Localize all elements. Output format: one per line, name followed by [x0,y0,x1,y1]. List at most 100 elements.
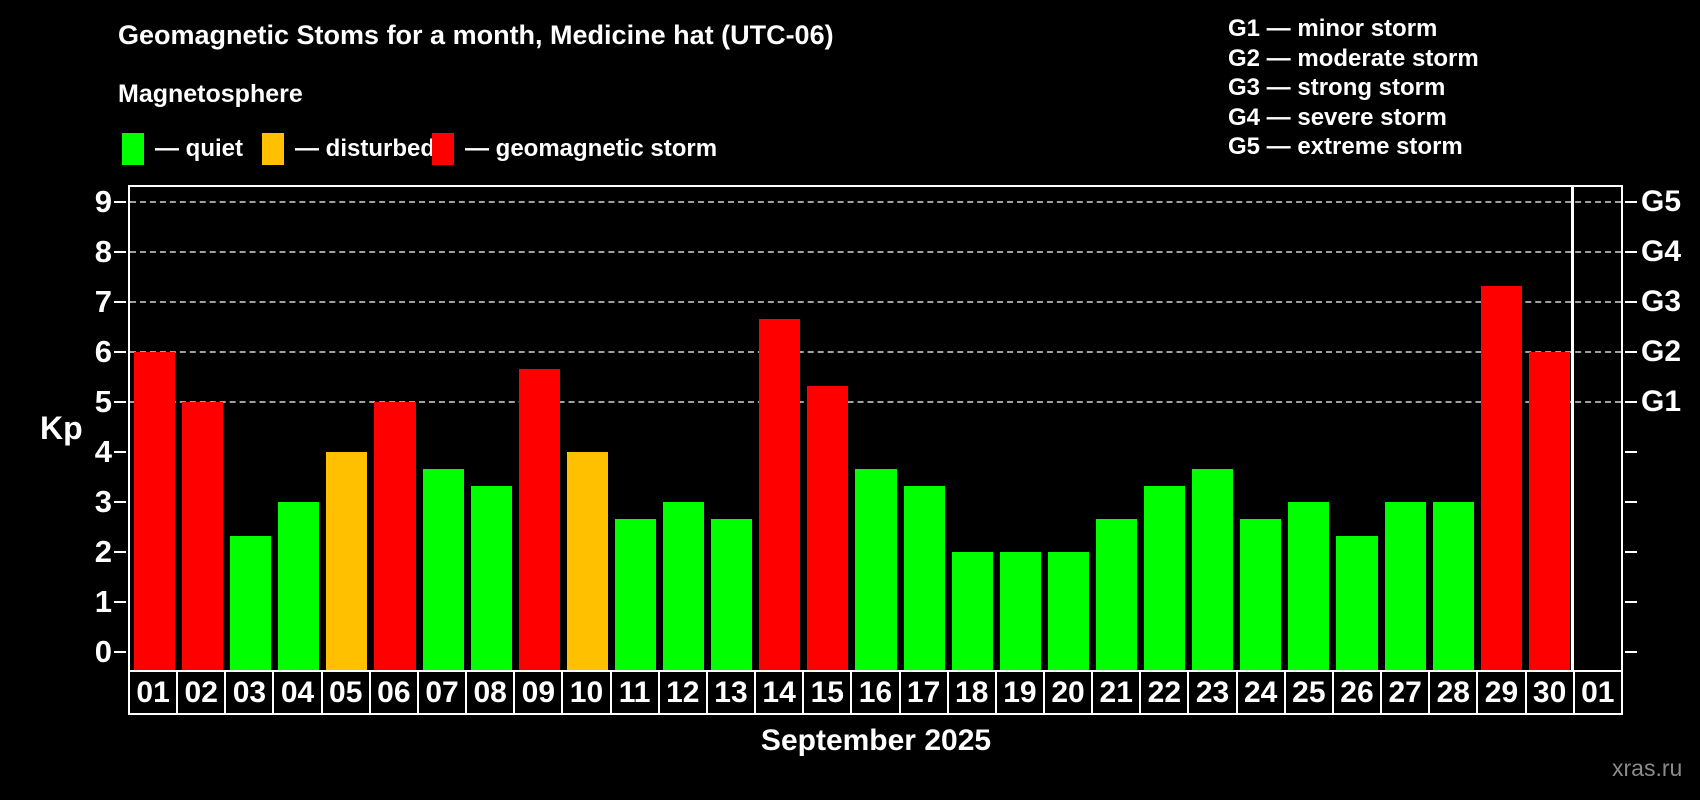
gridline-kp-7 [130,301,1621,303]
bar-day-03 [230,535,272,670]
bar-day-15 [807,385,849,670]
bar-day-09 [518,368,560,670]
left-tick-kp-8 [114,251,126,253]
legend-item-disturbed: — disturbed [262,133,435,165]
bar-day-29 [1480,285,1522,670]
day-cell-22: 22 [1139,670,1190,715]
day-cell-30: 30 [1524,670,1575,715]
month-caption: September 2025 [760,724,992,757]
bar-day-24 [1240,518,1282,670]
bar-day-28 [1432,502,1474,670]
disturbed-color-swatch [262,133,284,165]
left-tick-kp-6 [114,351,126,353]
bar-day-08 [470,485,512,670]
day-cell-23: 23 [1187,670,1238,715]
right-axis-label-G1: G1 [1641,385,1682,418]
bar-day-22 [1144,485,1186,670]
gridline-kp-8 [130,251,1621,253]
day-cell-15: 15 [802,670,853,715]
bar-day-13 [711,518,753,670]
right-tick-kp-1 [1625,601,1637,603]
storm-color-swatch [432,133,454,165]
y-axis-label-6: 6 [94,334,112,369]
y-axis-label-4: 4 [94,434,112,469]
bar-day-25 [1288,502,1330,670]
day-cell-05: 05 [320,670,371,715]
month-separator-line [1571,187,1575,670]
right-tick-kp-3 [1625,501,1637,503]
day-cell-03: 03 [224,670,275,715]
day-cell-27: 27 [1380,670,1431,715]
y-axis-label-5: 5 [94,384,112,419]
bar-day-16 [855,468,897,670]
day-cell-26: 26 [1331,670,1383,715]
left-tick-kp-1 [114,601,126,603]
right-tick-kp-9 [1625,201,1637,203]
bar-day-11 [614,518,657,670]
left-tick-kp-2 [114,551,126,553]
right-axis-label-G5: G5 [1641,185,1682,218]
y-axis-label-7: 7 [94,284,112,319]
g-legend-line-1: G1 — minor storm [1228,15,1438,42]
x-axis-day-labels: 01 02 03 04 05 06 07 08 09 10 11 12 13 14 15 16 17 18 19 20… [128,670,1623,715]
day-cell-12: 12 [657,670,708,715]
bar-day-27 [1384,502,1426,670]
bar-day-26 [1336,535,1378,670]
bar-day-14 [759,318,801,670]
legend-quiet-label: — quiet [155,135,243,162]
g-legend-line-4: G4 — severe storm [1228,103,1447,131]
day-cell-29: 29 [1476,670,1527,715]
bar-day-21 [1095,518,1138,670]
bar-day-04 [278,502,320,670]
bar-day-07 [422,468,464,670]
day-cell-19: 19 [994,670,1045,715]
bar-day-18 [951,552,993,670]
chart-subtitle: Magnetosphere [118,80,303,108]
day-cell-06: 06 [368,670,419,715]
bar-day-12 [663,502,705,670]
day-cell-next-01: 01 [1572,670,1623,715]
y-axis-label-0: 0 [94,634,112,669]
quiet-color-swatch [122,133,144,165]
left-tick-kp-5 [114,401,126,403]
right-tick-kp-7 [1625,301,1637,303]
g-legend-line-2: G2 — moderate storm [1228,44,1479,72]
plot-area [114,185,1637,670]
right-axis-label-G4: G4 [1641,235,1682,268]
day-cell-18: 18 [946,670,997,715]
bar-day-19 [999,552,1041,670]
legend-item-quiet: — quiet [122,133,243,165]
day-cell-14: 14 [754,670,805,715]
day-cell-08: 08 [465,670,516,715]
bar-day-01 [134,352,176,670]
bar-day-02 [182,402,224,670]
day-cell-02: 02 [176,670,227,715]
bar-day-20 [1047,552,1089,670]
right-tick-kp-5 [1625,401,1637,403]
g-legend-line-3: G3 — strong storm [1228,74,1446,101]
bar-day-05 [326,452,368,670]
day-cell-21: 21 [1091,670,1142,715]
day-cell-16: 16 [850,670,901,715]
right-tick-kp-4 [1625,451,1637,453]
day-cell-28: 28 [1428,670,1479,715]
day-cell-25: 25 [1283,670,1334,715]
y-axis-label-1: 1 [94,584,112,619]
bar-day-23 [1192,468,1234,670]
y-axis-label-8: 8 [94,234,112,269]
left-tick-kp-3 [114,501,126,503]
day-cell-24: 24 [1235,670,1286,715]
y-axis-label-3: 3 [94,484,112,519]
bar-day-30 [1528,352,1570,670]
left-tick-kp-0 [114,651,126,653]
right-tick-kp-8 [1625,251,1637,253]
day-cell-09: 09 [513,670,564,715]
y-axis-title: Kp [40,410,83,446]
day-cell-17: 17 [898,670,949,715]
left-tick-kp-9 [114,201,126,203]
day-cell-10: 10 [561,670,612,715]
right-axis-label-G2: G2 [1641,335,1682,368]
day-cell-20: 20 [1042,670,1094,715]
bar-day-10 [566,452,608,670]
